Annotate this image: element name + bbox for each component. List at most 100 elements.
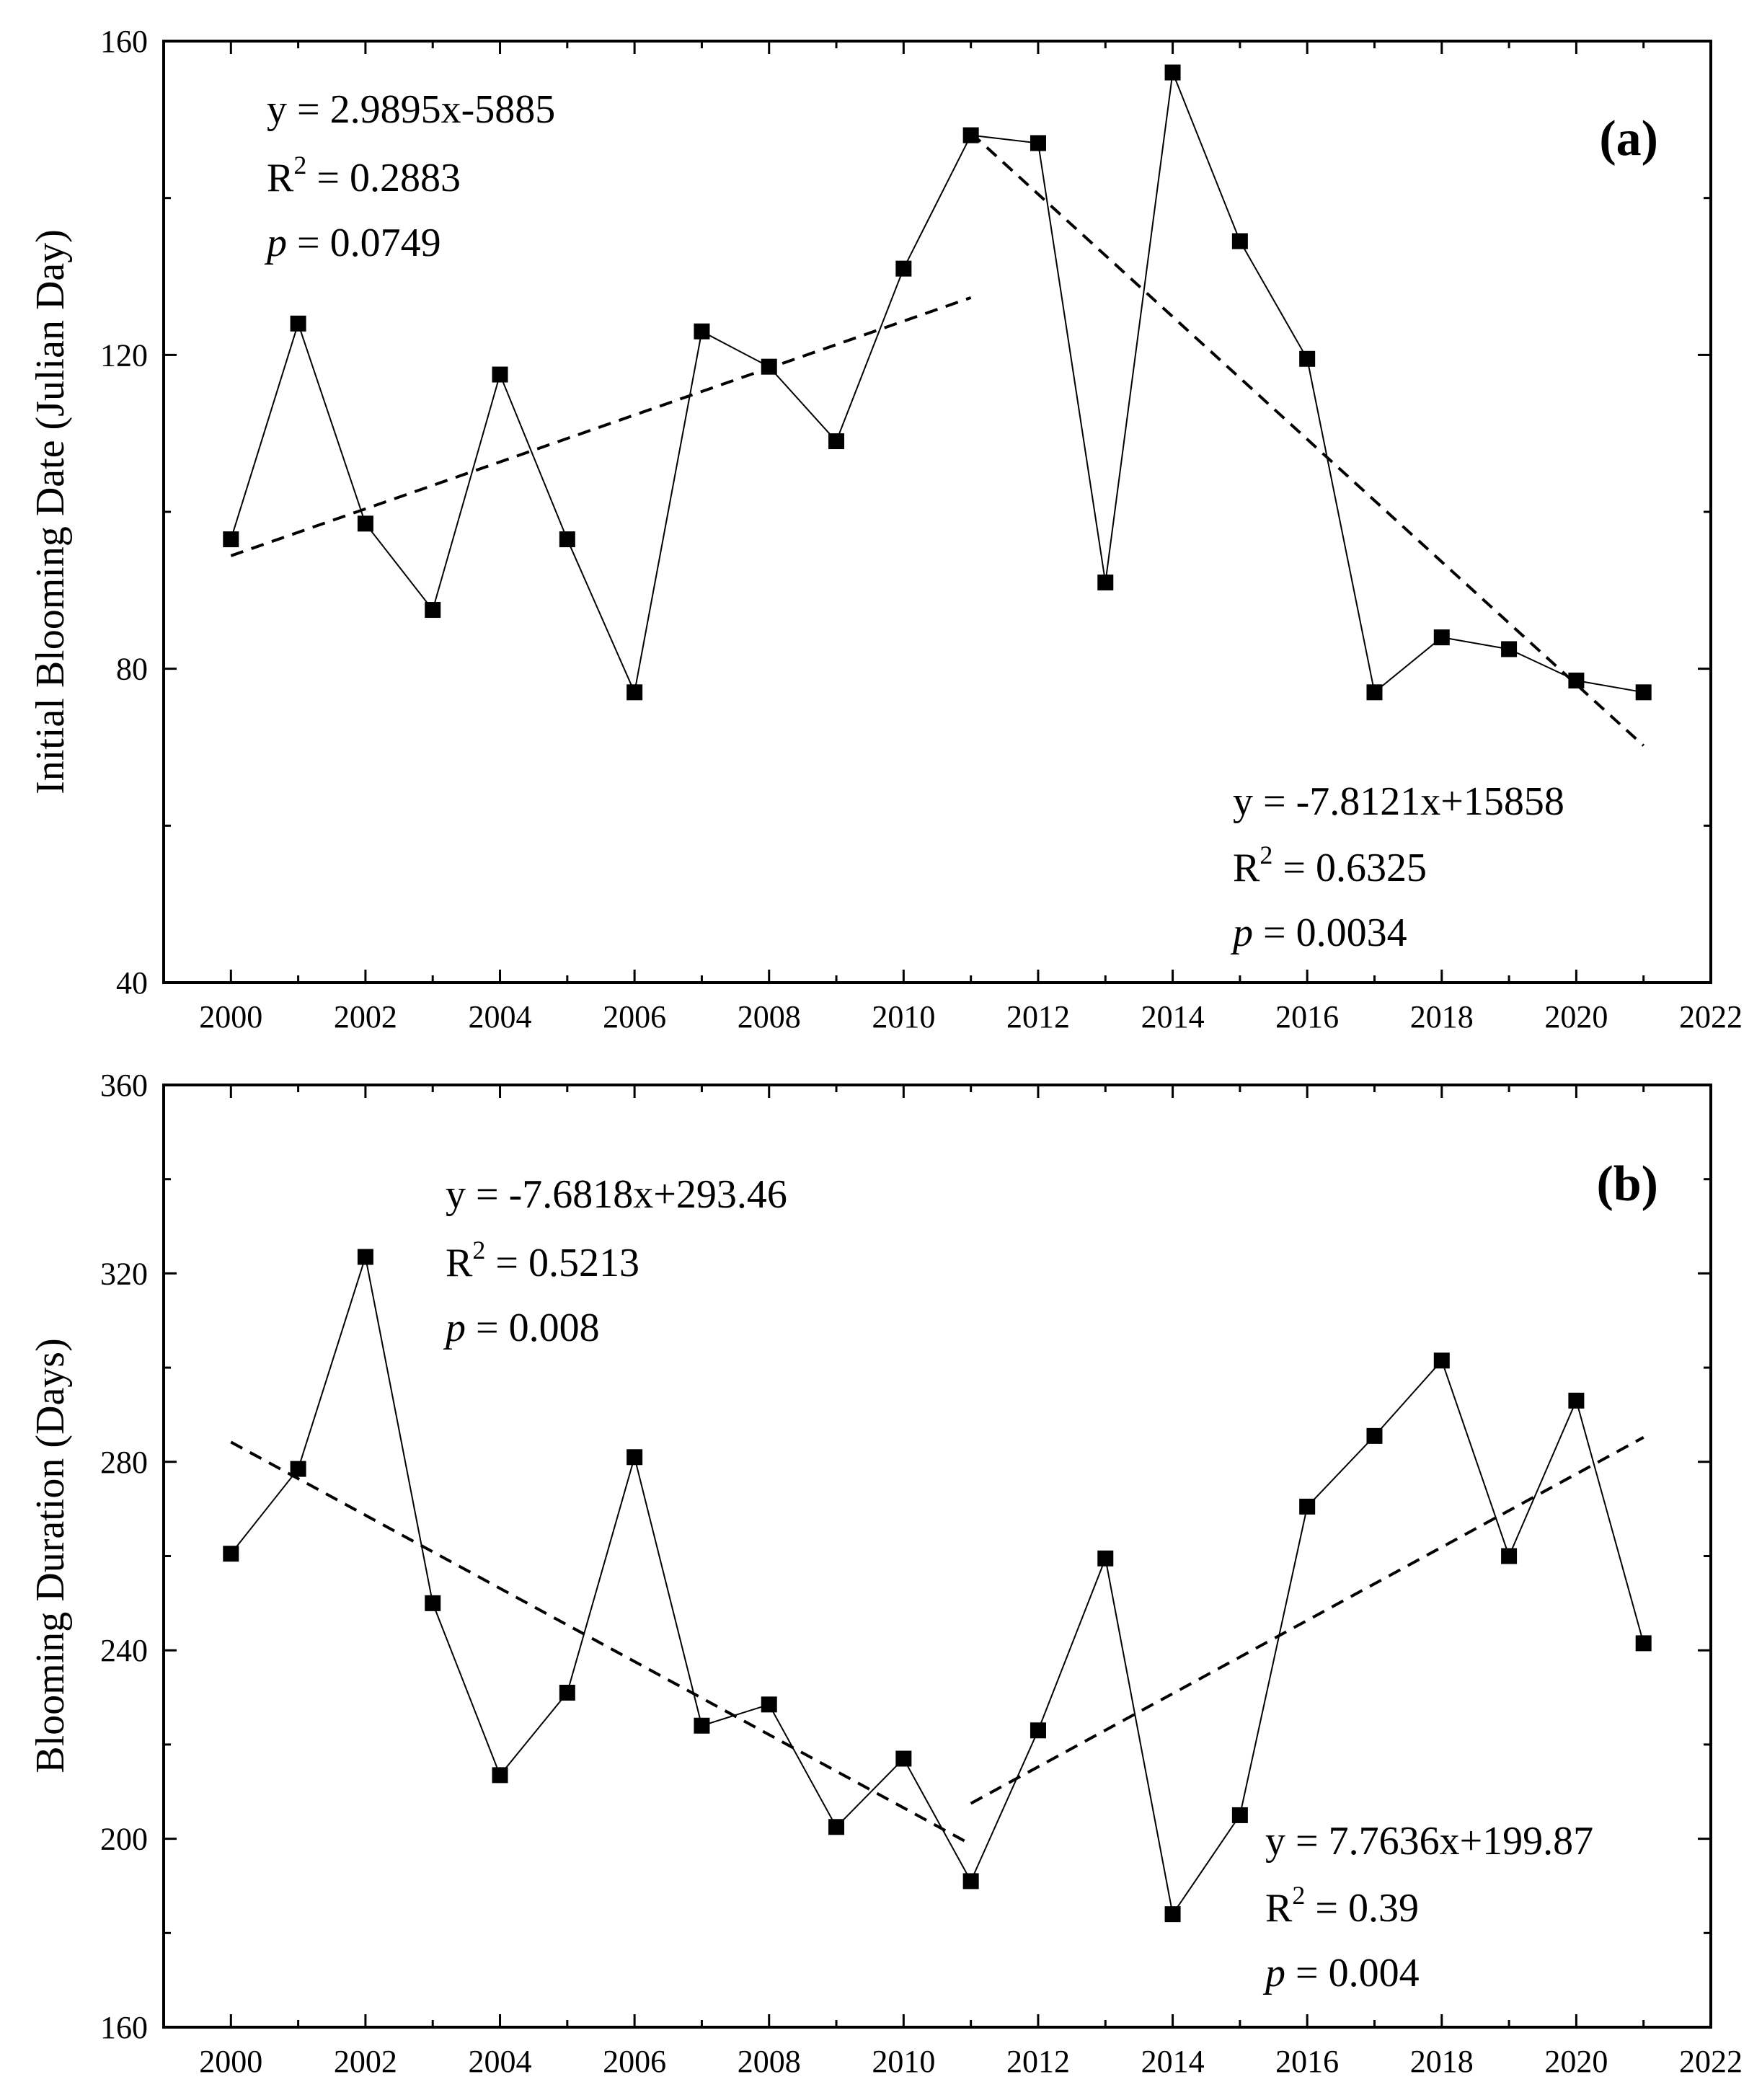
y-tick-label: 240 [100, 1633, 148, 1668]
x-tick-label: 2004 [469, 999, 532, 1035]
x-tick-label: 2010 [872, 999, 935, 1035]
x-tick-label: 2016 [1275, 999, 1339, 1035]
plot-frame-b [162, 1084, 1712, 2029]
series-b [223, 1249, 1652, 1923]
data-point [1030, 1722, 1046, 1739]
equation-box-a-right: y = -7.8121x+15858 R2 = 0.6325 p = 0.003… [1230, 779, 1564, 955]
x-tick-label: 2014 [1141, 2044, 1205, 2079]
y-tick-label: 40 [116, 965, 148, 1001]
x-tick-label: 2004 [469, 2044, 532, 2079]
series-line [230, 69, 1644, 695]
y-tick-label: 160 [100, 24, 148, 59]
equation-text: y = 2.9895x-5885 [267, 87, 555, 132]
x-tick-label: 2010 [872, 2044, 935, 2079]
panel-b: 2000 2002 2004 2006 2008 2010 2012 2014 2016 2018… [28, 1068, 1743, 2079]
y-tick-label: 80 [116, 652, 148, 687]
y-tick-label: 120 [100, 337, 148, 373]
x-tick-label: 2018 [1410, 2044, 1474, 2079]
series-a [223, 64, 1652, 701]
x-tick-label: 2008 [738, 2044, 801, 2079]
data-point [895, 1750, 912, 1767]
r-squared-text: R2 = 0.39 [1265, 1881, 1419, 1931]
x-tick-label: 2016 [1275, 2044, 1339, 2079]
y-tick-label: 280 [100, 1445, 148, 1480]
x-tick-label: 2006 [603, 999, 666, 1035]
data-point [627, 1449, 643, 1466]
data-point [627, 684, 643, 701]
data-point [1097, 1550, 1114, 1567]
data-point [895, 260, 912, 277]
r-squared-text: R2 = 0.2883 [267, 151, 461, 200]
x-tick-label: 2022 [1679, 2044, 1743, 2079]
data-point [1299, 350, 1316, 367]
data-point [1501, 1548, 1518, 1564]
x-tick-label: 2020 [1544, 2044, 1608, 2079]
data-point [425, 1595, 441, 1611]
equation-box-a-left: y = 2.9895x-5885 R2 = 0.2883 p = 0.0749 [264, 87, 555, 265]
panel-label-a: (a) [1599, 111, 1658, 167]
data-point [962, 127, 979, 143]
data-point [1501, 641, 1518, 657]
data-point [1366, 684, 1383, 701]
series-line [230, 1257, 1644, 1916]
y-tick-label: 360 [100, 1068, 148, 1103]
data-point [1568, 1392, 1585, 1409]
data-point [1635, 684, 1652, 701]
x-tick-label: 2018 [1410, 999, 1474, 1035]
p-value-text: p = 0.0034 [1230, 911, 1407, 955]
trendline [230, 296, 972, 557]
p-value-text: p = 0.008 [443, 1306, 600, 1350]
data-point [290, 1461, 306, 1477]
x-tick-label: 2022 [1679, 999, 1743, 1035]
y-tick-label: 320 [100, 1256, 148, 1291]
data-point [1366, 1427, 1383, 1444]
x-tick-label: 2008 [738, 999, 801, 1035]
y-axis-title-a: Initial Blooming Date (Julian Day) [28, 229, 73, 794]
equation-text: y = -7.6818x+293.46 [446, 1172, 787, 1217]
y-tick-label: 160 [100, 2010, 148, 2045]
trendlines-b [230, 1436, 1644, 1846]
p-value-text: p = 0.0749 [264, 221, 441, 265]
data-point [357, 515, 373, 532]
data-point [1433, 629, 1450, 646]
x-tick-label: 2020 [1544, 999, 1608, 1035]
panel-a: 2000 2002 2004 2006 2008 2010 2012 2014 2016 2018… [28, 24, 1743, 1035]
data-point [1231, 233, 1248, 249]
x-tick-label: 2012 [1006, 999, 1070, 1035]
data-point [1568, 672, 1585, 688]
equation-box-b-left: y = -7.6818x+293.46 R2 = 0.5213 p = 0.00… [443, 1172, 787, 1350]
trendlines-a [230, 131, 1645, 747]
x-tick-label: 2002 [334, 2044, 397, 2079]
x-tick-label: 2012 [1006, 2044, 1070, 2079]
ticks-b: 2000 2002 2004 2006 2008 2010 2012 2014 2016 2018… [100, 1068, 1743, 2079]
data-point [1231, 1807, 1248, 1823]
data-point [223, 1546, 239, 1562]
data-point [290, 315, 306, 332]
data-point [559, 1685, 575, 1701]
equation-text: y = 7.7636x+199.87 [1265, 1819, 1593, 1864]
data-point [761, 358, 777, 375]
y-axis-title-b: Blooming Duration (Days) [28, 1338, 73, 1773]
x-tick-label: 2014 [1141, 999, 1205, 1035]
x-tick-label: 2000 [199, 999, 262, 1035]
x-tick-label: 2000 [199, 2044, 262, 2079]
p-value-text: p = 0.004 [1262, 1951, 1420, 1995]
x-tick-label: 2006 [603, 2044, 666, 2079]
data-point [828, 1819, 845, 1835]
trendline [230, 1440, 972, 1846]
data-point [1097, 574, 1114, 590]
data-point [828, 433, 845, 450]
data-point [962, 1873, 979, 1889]
data-point [1030, 135, 1046, 151]
data-point [694, 323, 710, 340]
y-tick-label: 200 [100, 1822, 148, 1857]
panel-label-b: (b) [1596, 1156, 1658, 1212]
r-squared-text: R2 = 0.6325 [1233, 841, 1427, 890]
trendline [970, 131, 1645, 747]
data-point [559, 531, 575, 548]
data-point [425, 602, 441, 619]
data-point [1164, 1906, 1181, 1923]
data-point [694, 1717, 710, 1734]
data-point [1635, 1635, 1652, 1652]
